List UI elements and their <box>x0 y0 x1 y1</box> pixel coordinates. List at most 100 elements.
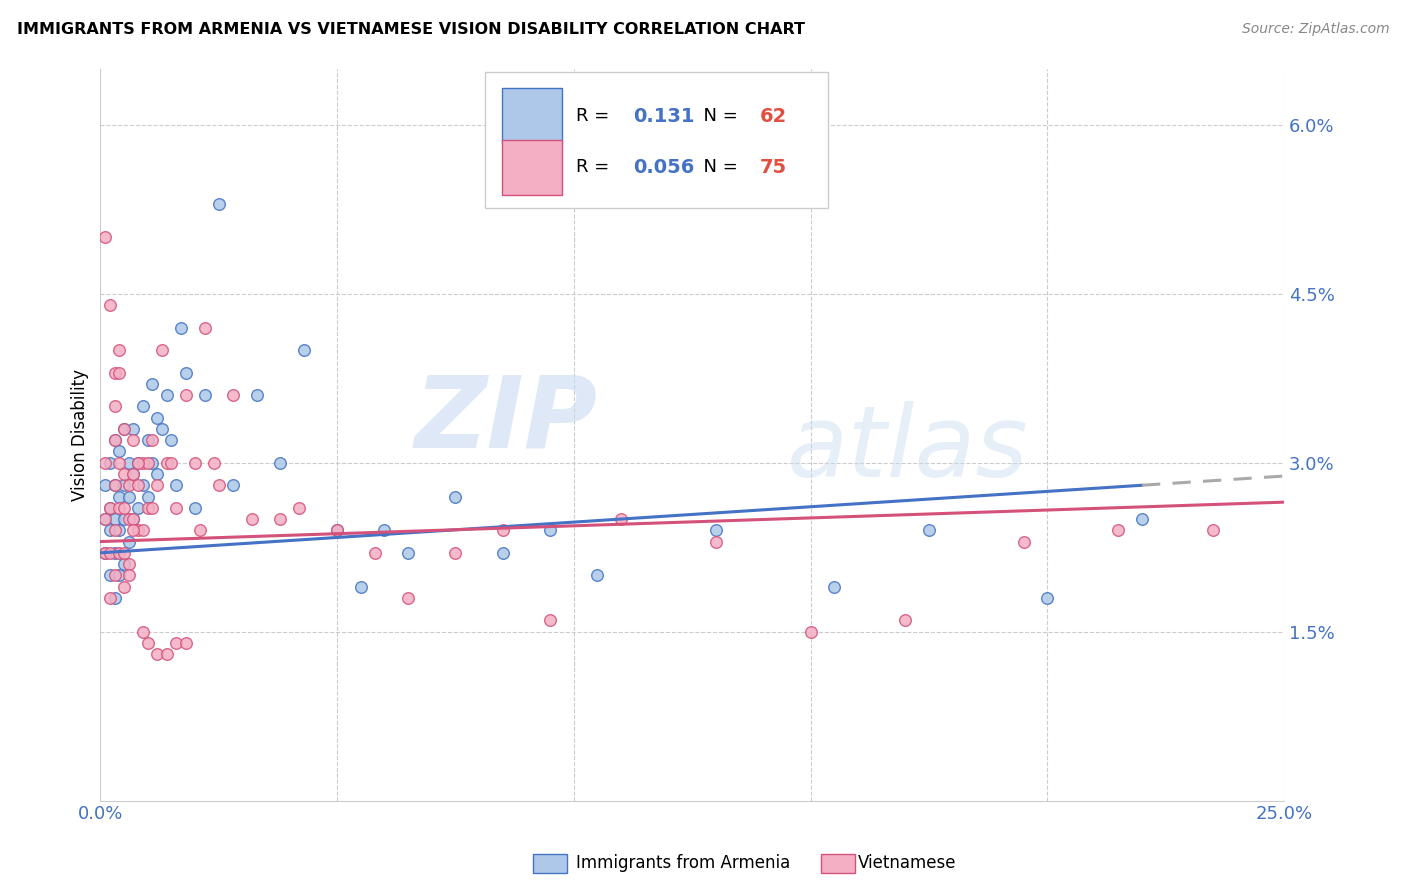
Point <box>918 524 941 538</box>
Point <box>112 546 135 560</box>
Point <box>444 490 467 504</box>
Point <box>208 478 231 492</box>
Point <box>141 376 163 391</box>
Point <box>150 422 173 436</box>
Point <box>170 320 193 334</box>
Point <box>141 500 163 515</box>
Point <box>118 557 141 571</box>
Point <box>98 298 121 312</box>
Point <box>222 388 245 402</box>
Point <box>127 500 149 515</box>
Y-axis label: Vision Disability: Vision Disability <box>72 368 89 500</box>
Text: R =: R = <box>576 107 616 125</box>
Point <box>222 478 245 492</box>
Point <box>122 467 145 481</box>
Point <box>146 647 169 661</box>
Point <box>112 557 135 571</box>
Point <box>108 343 131 357</box>
Point <box>103 433 125 447</box>
Point <box>108 546 131 560</box>
Text: Immigrants from Armenia: Immigrants from Armenia <box>576 855 790 872</box>
Point <box>396 591 419 605</box>
Point <box>103 591 125 605</box>
Point <box>122 433 145 447</box>
Point <box>103 478 125 492</box>
Point <box>396 546 419 560</box>
Point <box>1202 524 1225 538</box>
Point <box>127 478 149 492</box>
Point <box>1130 512 1153 526</box>
Point <box>103 546 125 560</box>
Point <box>156 647 179 661</box>
Point <box>112 500 135 515</box>
Point <box>326 524 349 538</box>
Point <box>98 568 121 582</box>
Point <box>156 388 179 402</box>
Point <box>103 524 125 538</box>
Point <box>823 580 845 594</box>
Point <box>122 512 145 526</box>
Point <box>141 433 163 447</box>
Text: IMMIGRANTS FROM ARMENIA VS VIETNAMESE VISION DISABILITY CORRELATION CHART: IMMIGRANTS FROM ARMENIA VS VIETNAMESE VI… <box>17 22 804 37</box>
Point <box>118 512 141 526</box>
Point <box>122 422 145 436</box>
Point <box>108 456 131 470</box>
Point <box>326 524 349 538</box>
Point <box>108 568 131 582</box>
FancyBboxPatch shape <box>533 854 567 873</box>
Point <box>94 230 117 244</box>
Point <box>1107 524 1129 538</box>
Point <box>136 433 159 447</box>
Point <box>132 478 155 492</box>
Text: 75: 75 <box>759 158 787 177</box>
Point <box>98 546 121 560</box>
Point <box>98 456 121 470</box>
Text: ZIP: ZIP <box>415 371 598 468</box>
Point <box>208 196 231 211</box>
Point <box>132 524 155 538</box>
Point <box>146 478 169 492</box>
Point <box>174 388 197 402</box>
FancyBboxPatch shape <box>485 72 828 208</box>
Point <box>704 524 727 538</box>
FancyBboxPatch shape <box>502 88 562 144</box>
Point <box>94 546 117 560</box>
Point <box>136 490 159 504</box>
Point <box>122 467 145 481</box>
Point <box>127 456 149 470</box>
Point <box>165 478 187 492</box>
Point <box>165 500 187 515</box>
Point <box>103 568 125 582</box>
Text: 0.056: 0.056 <box>633 158 695 177</box>
Point <box>174 636 197 650</box>
Point <box>269 456 291 470</box>
Point <box>118 534 141 549</box>
Point <box>112 422 135 436</box>
Point <box>136 636 159 650</box>
Point <box>122 512 145 526</box>
Point <box>269 512 291 526</box>
Point <box>112 512 135 526</box>
Point <box>894 614 917 628</box>
Point <box>108 490 131 504</box>
Point <box>193 320 215 334</box>
Point <box>240 512 263 526</box>
Point <box>98 524 121 538</box>
Point <box>132 400 155 414</box>
Point <box>202 456 225 470</box>
Point <box>373 524 395 538</box>
Point <box>444 546 467 560</box>
Point <box>492 524 515 538</box>
Point <box>127 524 149 538</box>
Text: atlas: atlas <box>787 401 1029 498</box>
Point <box>94 512 117 526</box>
FancyBboxPatch shape <box>821 854 855 873</box>
Text: R =: R = <box>576 159 616 177</box>
Point <box>94 512 117 526</box>
Point <box>94 456 117 470</box>
Point <box>350 580 373 594</box>
Point <box>492 546 515 560</box>
FancyBboxPatch shape <box>502 139 562 195</box>
Point <box>103 478 125 492</box>
Point <box>188 524 211 538</box>
